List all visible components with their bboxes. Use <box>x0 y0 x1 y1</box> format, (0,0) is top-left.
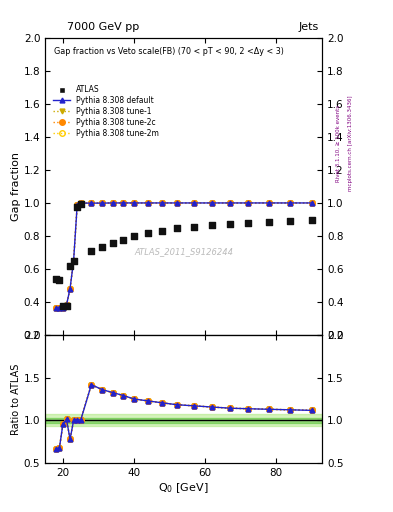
Point <box>159 227 165 235</box>
Point <box>56 276 62 284</box>
Point <box>309 216 315 224</box>
Point <box>63 302 70 310</box>
Point <box>209 221 215 229</box>
Text: Rivet 3.1.10, ≥ 100k events: Rivet 3.1.10, ≥ 100k events <box>336 105 341 182</box>
Point <box>131 232 137 240</box>
Point <box>244 219 251 227</box>
Point <box>266 218 272 226</box>
Legend: ATLAS, Pythia 8.308 default, Pythia 8.308 tune-1, Pythia 8.308 tune-2c, Pythia 8: ATLAS, Pythia 8.308 default, Pythia 8.30… <box>52 83 161 139</box>
Point <box>227 220 233 228</box>
Point <box>67 262 73 270</box>
Point <box>77 200 84 208</box>
Point <box>145 229 151 238</box>
Text: Jets: Jets <box>298 22 318 32</box>
Point <box>191 223 198 231</box>
Point <box>99 243 105 251</box>
Point <box>53 274 59 283</box>
Y-axis label: Gap fraction: Gap fraction <box>11 152 21 221</box>
Bar <box>45 414 322 426</box>
Y-axis label: Ratio to ATLAS: Ratio to ATLAS <box>11 364 21 435</box>
Text: ATLAS_2011_S9126244: ATLAS_2011_S9126244 <box>134 247 233 256</box>
Point <box>88 247 95 255</box>
Text: mcplots.cern.ch [arXiv:1306.3436]: mcplots.cern.ch [arXiv:1306.3436] <box>348 96 353 191</box>
X-axis label: Q$_0$ [GeV]: Q$_0$ [GeV] <box>158 481 209 495</box>
Point <box>173 224 180 232</box>
Point <box>60 302 66 310</box>
Bar <box>45 418 322 423</box>
Point <box>74 203 80 211</box>
Point <box>70 257 77 265</box>
Text: 7000 GeV pp: 7000 GeV pp <box>67 22 139 32</box>
Point <box>120 236 127 244</box>
Point <box>110 239 116 247</box>
Text: Gap fraction vs Veto scale(FB) (70 < pT < 90, 2 <Δy < 3): Gap fraction vs Veto scale(FB) (70 < pT … <box>53 47 283 56</box>
Point <box>287 217 294 225</box>
